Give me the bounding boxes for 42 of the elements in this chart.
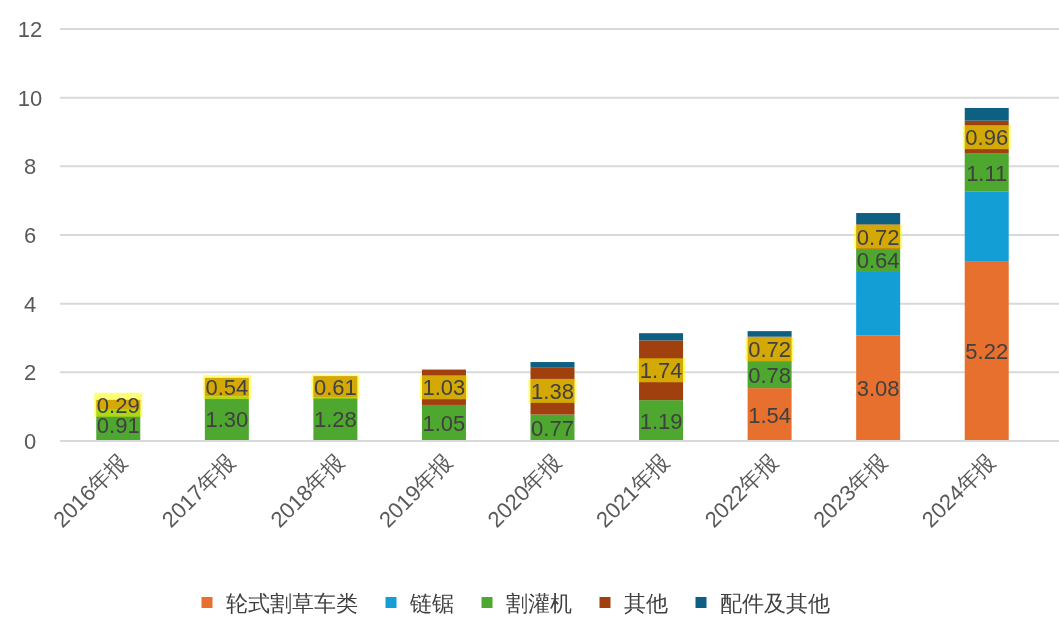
data-label: 0.29 [96,392,140,418]
y-tick-label: 4 [23,291,37,317]
data-label: 0.72 [856,224,900,250]
legend-label: 割灌机 [505,591,572,616]
bar [964,191,1009,262]
y-tick-label: 2 [23,360,37,386]
bar [856,271,901,336]
y-tick-label: 12 [17,17,43,42]
data-label: 0.77 [531,415,574,441]
data-label: 1.74 [639,358,683,384]
data-label: 0.78 [748,362,792,388]
bar [856,213,901,225]
y-tick-label: 0 [23,429,37,454]
legend-label: 轮式割草车类 [225,591,358,616]
bar [530,362,575,368]
bar [964,107,1009,121]
legend-label: 链锯 [408,591,454,616]
data-label: 1.38 [531,378,574,404]
bar [639,333,684,341]
data-label: 1.19 [639,408,683,434]
bar [639,340,684,401]
y-tick-label: 8 [23,154,37,180]
data-label: 5.22 [965,339,1009,365]
data-label: 1.54 [748,402,792,428]
data-label: 1.03 [422,375,466,401]
bar [747,331,792,337]
data-label: 0.64 [856,248,900,274]
data-label: 0.54 [205,375,249,401]
legend-label: 其他 [623,591,668,616]
bar [856,335,901,441]
data-label: 1.05 [422,410,466,436]
legend-label: 配件及其他 [719,591,830,616]
data-label: 1.11 [966,160,1008,186]
data-label: 0.96 [965,125,1009,151]
y-tick-label: 10 [17,85,43,111]
bar [964,261,1009,441]
data-label: 0.61 [313,374,357,400]
data-label: 0.72 [748,336,792,362]
data-label: 1.30 [205,406,249,432]
y-tick-label: 6 [23,223,37,248]
data-label: 3.08 [856,376,900,402]
data-label: 1.28 [313,407,357,433]
